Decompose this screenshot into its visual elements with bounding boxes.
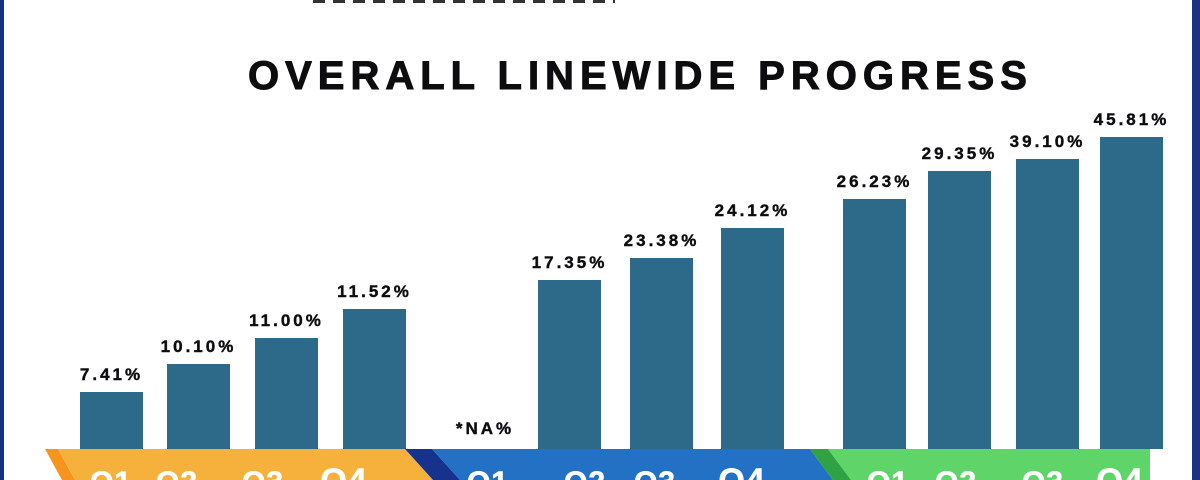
bar-period-1-q2 [167,364,230,449]
frame-border-left [0,0,4,480]
quarter-label-period-2-q2: Q2 [564,466,606,480]
quarter-label-period-1-q2: Q2 [156,466,198,480]
bar-period-1-q3 [255,338,318,449]
quarter-label-period-1-q1: Q1 [90,466,132,480]
bar-value-label: 29.35% [921,144,998,163]
quarter-label-period-2-q1: Q1 [467,466,509,480]
bar-period-3-q3 [1016,159,1079,449]
quarter-label-period-3-q2: Q2 [935,466,977,480]
banner-period-1 [58,449,433,480]
bar-value-label: 7.41% [79,365,144,384]
bar-value-label: 26.23% [836,172,913,191]
quarter-label-period-1-q4: Q4 [320,462,367,480]
bar-value-label: 11.00% [249,311,324,330]
bar-value-label: 17.35% [531,253,608,272]
na-value-label: *NA% [455,419,515,438]
bar-value-label: 39.10% [1009,132,1086,151]
bar-value-label: 45.81% [1093,110,1170,129]
quarter-label-period-2-q4: Q4 [718,462,765,480]
frame-border-right [1192,0,1200,480]
bar-period-3-q1 [843,199,906,449]
bar-period-1-q4 [343,309,406,449]
bar-value-label: 11.52% [337,282,412,301]
bar-period-3-q2 [928,171,991,449]
bar-period-2-q3 [630,258,693,449]
quarter-label-period-1-q3: Q3 [242,466,284,480]
page-title: OVERALL LINEWIDE PROGRESS [248,53,1033,98]
bar-period-2-q4 [721,228,784,449]
banner-period-3 [828,449,1150,480]
bar-period-2-q2 [538,280,601,449]
bar-value-label: 23.38% [623,231,700,250]
bar-value-label: 10.10% [160,337,237,356]
clipped-text-artifact [313,0,615,3]
quarter-label-period-3-q1: Q1 [867,466,909,480]
bar-period-3-q4 [1100,137,1163,449]
banner-period-2 [432,449,833,480]
quarter-label-period-3-q4: Q4 [1096,462,1143,480]
quarter-label-period-2-q3: Q3 [634,466,676,480]
quarter-label-period-3-q3: Q3 [1022,466,1064,480]
bar-value-label: 24.12% [714,201,791,220]
bar-period-1-q1 [80,392,143,449]
